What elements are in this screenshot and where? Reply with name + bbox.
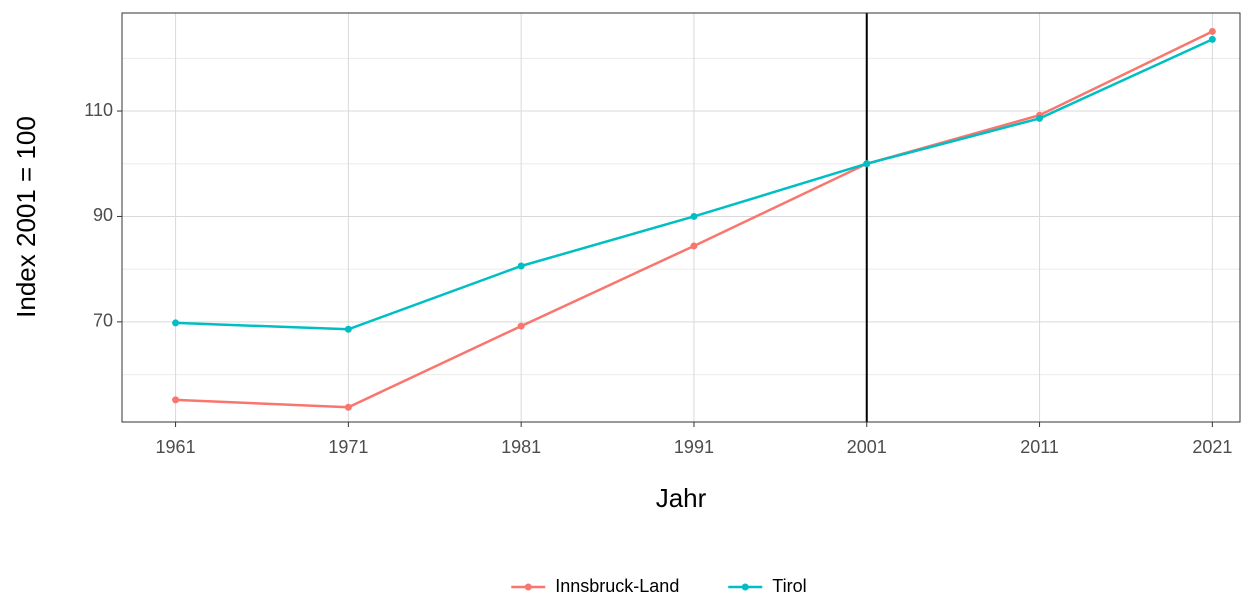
y-tick-label: 90 <box>93 205 113 225</box>
data-point <box>172 396 180 404</box>
data-point <box>1036 114 1044 122</box>
x-tick-label: 1961 <box>156 437 196 457</box>
x-tick-label: 1991 <box>674 437 714 457</box>
x-tick-label: 1971 <box>328 437 368 457</box>
x-tick-label: 2021 <box>1192 437 1232 457</box>
data-point <box>344 325 352 333</box>
data-point <box>517 322 525 330</box>
legend-key-point <box>741 583 749 591</box>
data-point <box>172 319 180 327</box>
x-tick-label: 2001 <box>847 437 887 457</box>
x-tick-label: 2011 <box>1020 437 1059 457</box>
legend-label: Innsbruck-Land <box>555 576 679 596</box>
x-tick-label: 1981 <box>501 437 541 457</box>
data-point <box>863 160 871 168</box>
data-point <box>1208 35 1216 43</box>
data-point <box>344 403 352 411</box>
data-point <box>690 242 698 250</box>
legend-key-point <box>524 583 532 591</box>
y-tick-label: 110 <box>84 100 113 120</box>
y-tick-label: 70 <box>93 311 113 331</box>
y-axis-title: Index 2001 = 100 <box>11 116 41 318</box>
legend-label: Tirol <box>772 576 806 596</box>
data-point <box>517 262 525 270</box>
data-point <box>690 212 698 220</box>
data-point <box>1208 27 1216 35</box>
plot-border <box>121 12 1241 423</box>
x-axis-title: Jahr <box>656 483 707 513</box>
